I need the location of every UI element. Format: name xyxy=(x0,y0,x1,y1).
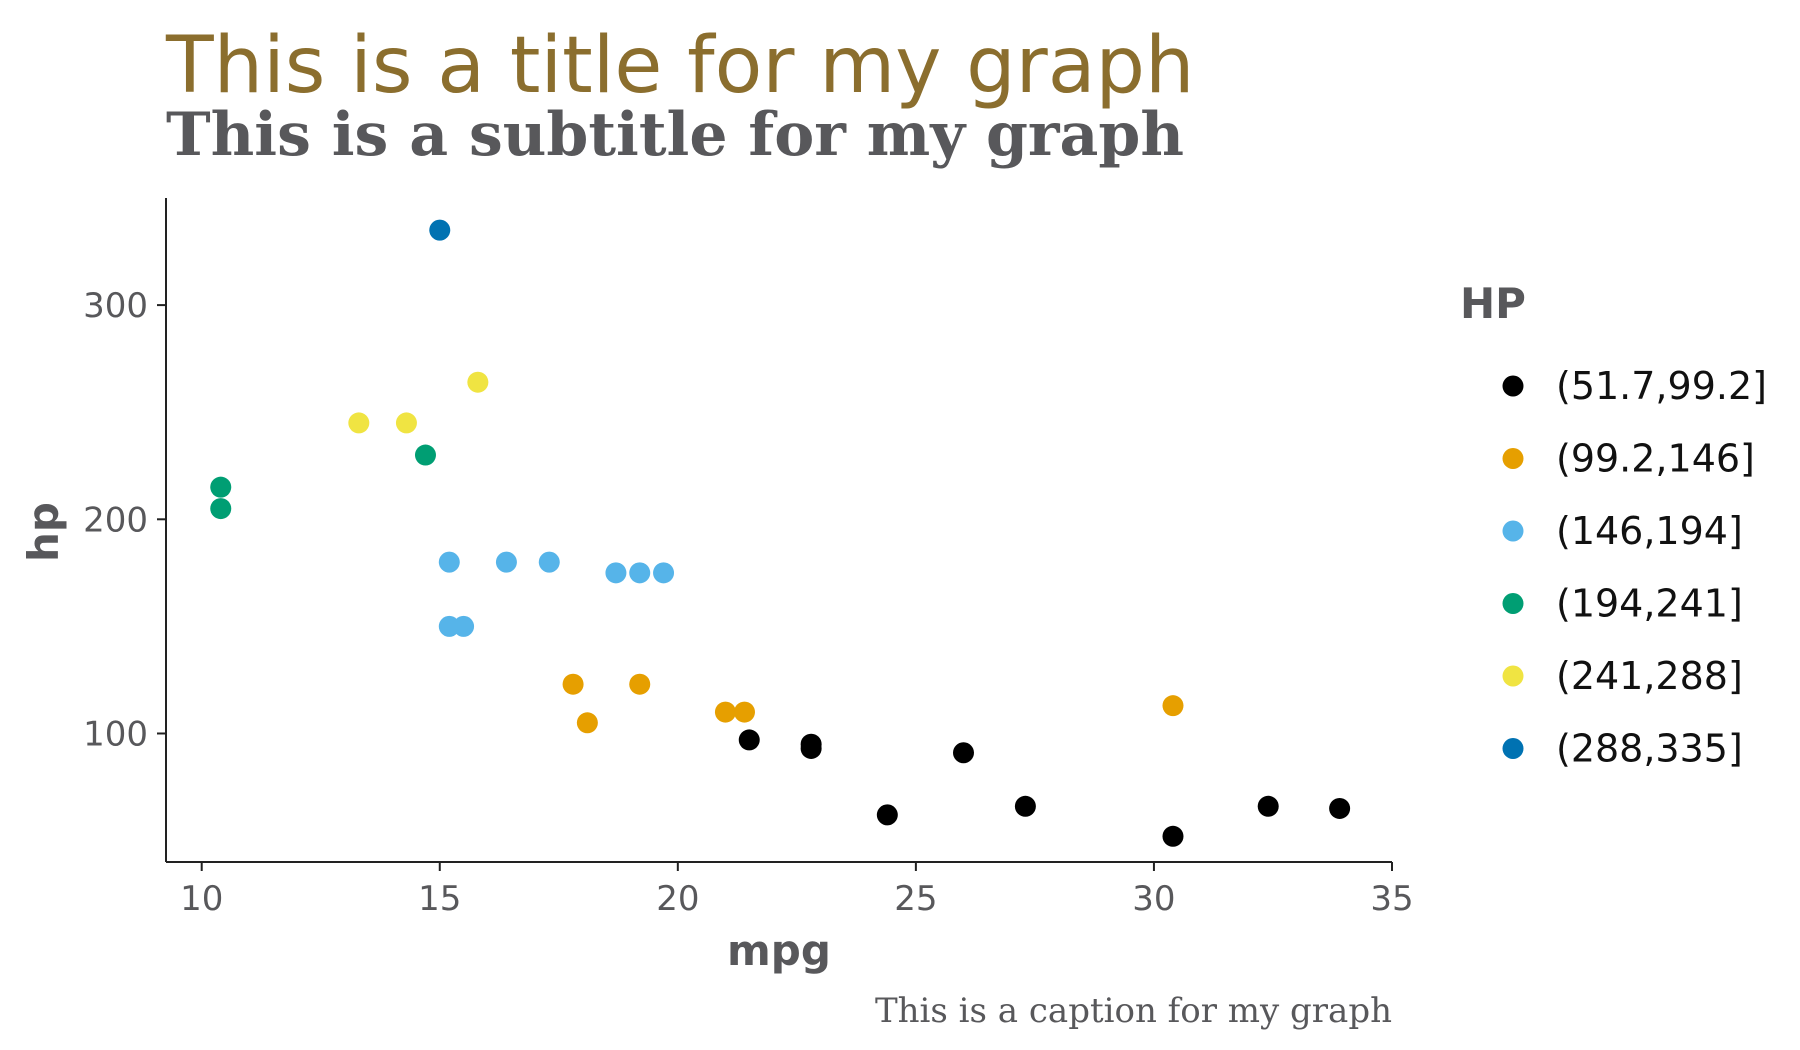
plot-area: 10 15 20 25 30 35 100 200 300 xyxy=(83,198,1414,919)
legend-label: (146,194] xyxy=(1556,509,1743,553)
x-tick-label: 25 xyxy=(894,879,937,919)
data-point xyxy=(629,673,651,695)
data-points xyxy=(210,219,1351,847)
legend-key xyxy=(1502,738,1524,759)
y-axis-ticks: 100 200 300 xyxy=(83,286,166,754)
legend-key xyxy=(1502,593,1524,614)
data-point xyxy=(562,673,584,695)
data-point xyxy=(576,712,598,734)
x-tick-label: 20 xyxy=(656,879,699,919)
legend-key xyxy=(1502,665,1524,687)
data-point xyxy=(800,737,822,759)
x-axis-title: mpg xyxy=(727,926,831,975)
chart-subtitle: This is a subtitle for my graph xyxy=(166,100,1184,170)
y-axis-title: hp xyxy=(19,502,68,562)
y-tick-label: 200 xyxy=(83,500,148,540)
x-tick-label: 35 xyxy=(1370,879,1413,919)
data-point xyxy=(1014,795,1036,817)
y-tick-label: 300 xyxy=(83,286,148,326)
data-point xyxy=(348,412,370,434)
data-point xyxy=(738,729,760,751)
data-point xyxy=(876,804,898,826)
data-point xyxy=(1329,797,1351,819)
legend-label: (51.7,99.2] xyxy=(1556,364,1767,408)
data-point xyxy=(653,562,675,584)
data-point xyxy=(467,371,489,393)
legend-label: (288,335] xyxy=(1556,727,1743,771)
data-point xyxy=(210,476,232,498)
data-point xyxy=(1162,695,1184,717)
x-tick-label: 30 xyxy=(1132,879,1175,919)
data-point xyxy=(395,412,417,434)
legend-key xyxy=(1502,448,1524,469)
legend-label: (194,241] xyxy=(1556,582,1743,626)
legend: HP (51.7,99.2] (99.2,146] (146,194] (194,24… xyxy=(1460,279,1767,771)
y-tick-label: 100 xyxy=(83,714,148,754)
x-tick-label: 10 xyxy=(180,879,223,919)
data-point xyxy=(952,742,974,764)
legend-label: (241,288] xyxy=(1556,654,1743,698)
data-point xyxy=(495,551,517,573)
data-point xyxy=(714,701,736,723)
x-tick-label: 15 xyxy=(418,879,461,919)
chart-caption: This is a caption for my graph xyxy=(875,991,1392,1031)
legend-label: (99.2,146] xyxy=(1556,437,1755,481)
legend-title: HP xyxy=(1460,279,1526,328)
legend-key xyxy=(1502,375,1524,397)
data-point xyxy=(414,444,436,466)
data-point xyxy=(1257,795,1279,817)
data-point xyxy=(438,551,460,573)
data-point xyxy=(1162,825,1184,847)
data-point xyxy=(605,562,627,584)
x-axis-ticks: 10 15 20 25 30 35 xyxy=(180,862,1414,919)
data-point xyxy=(629,562,651,584)
data-point xyxy=(210,498,232,520)
legend-key xyxy=(1502,520,1524,542)
data-point xyxy=(733,701,755,723)
data-point xyxy=(538,551,560,573)
chart-title: This is a title for my graph xyxy=(165,21,1194,111)
data-point xyxy=(429,219,451,241)
data-point xyxy=(453,615,475,637)
